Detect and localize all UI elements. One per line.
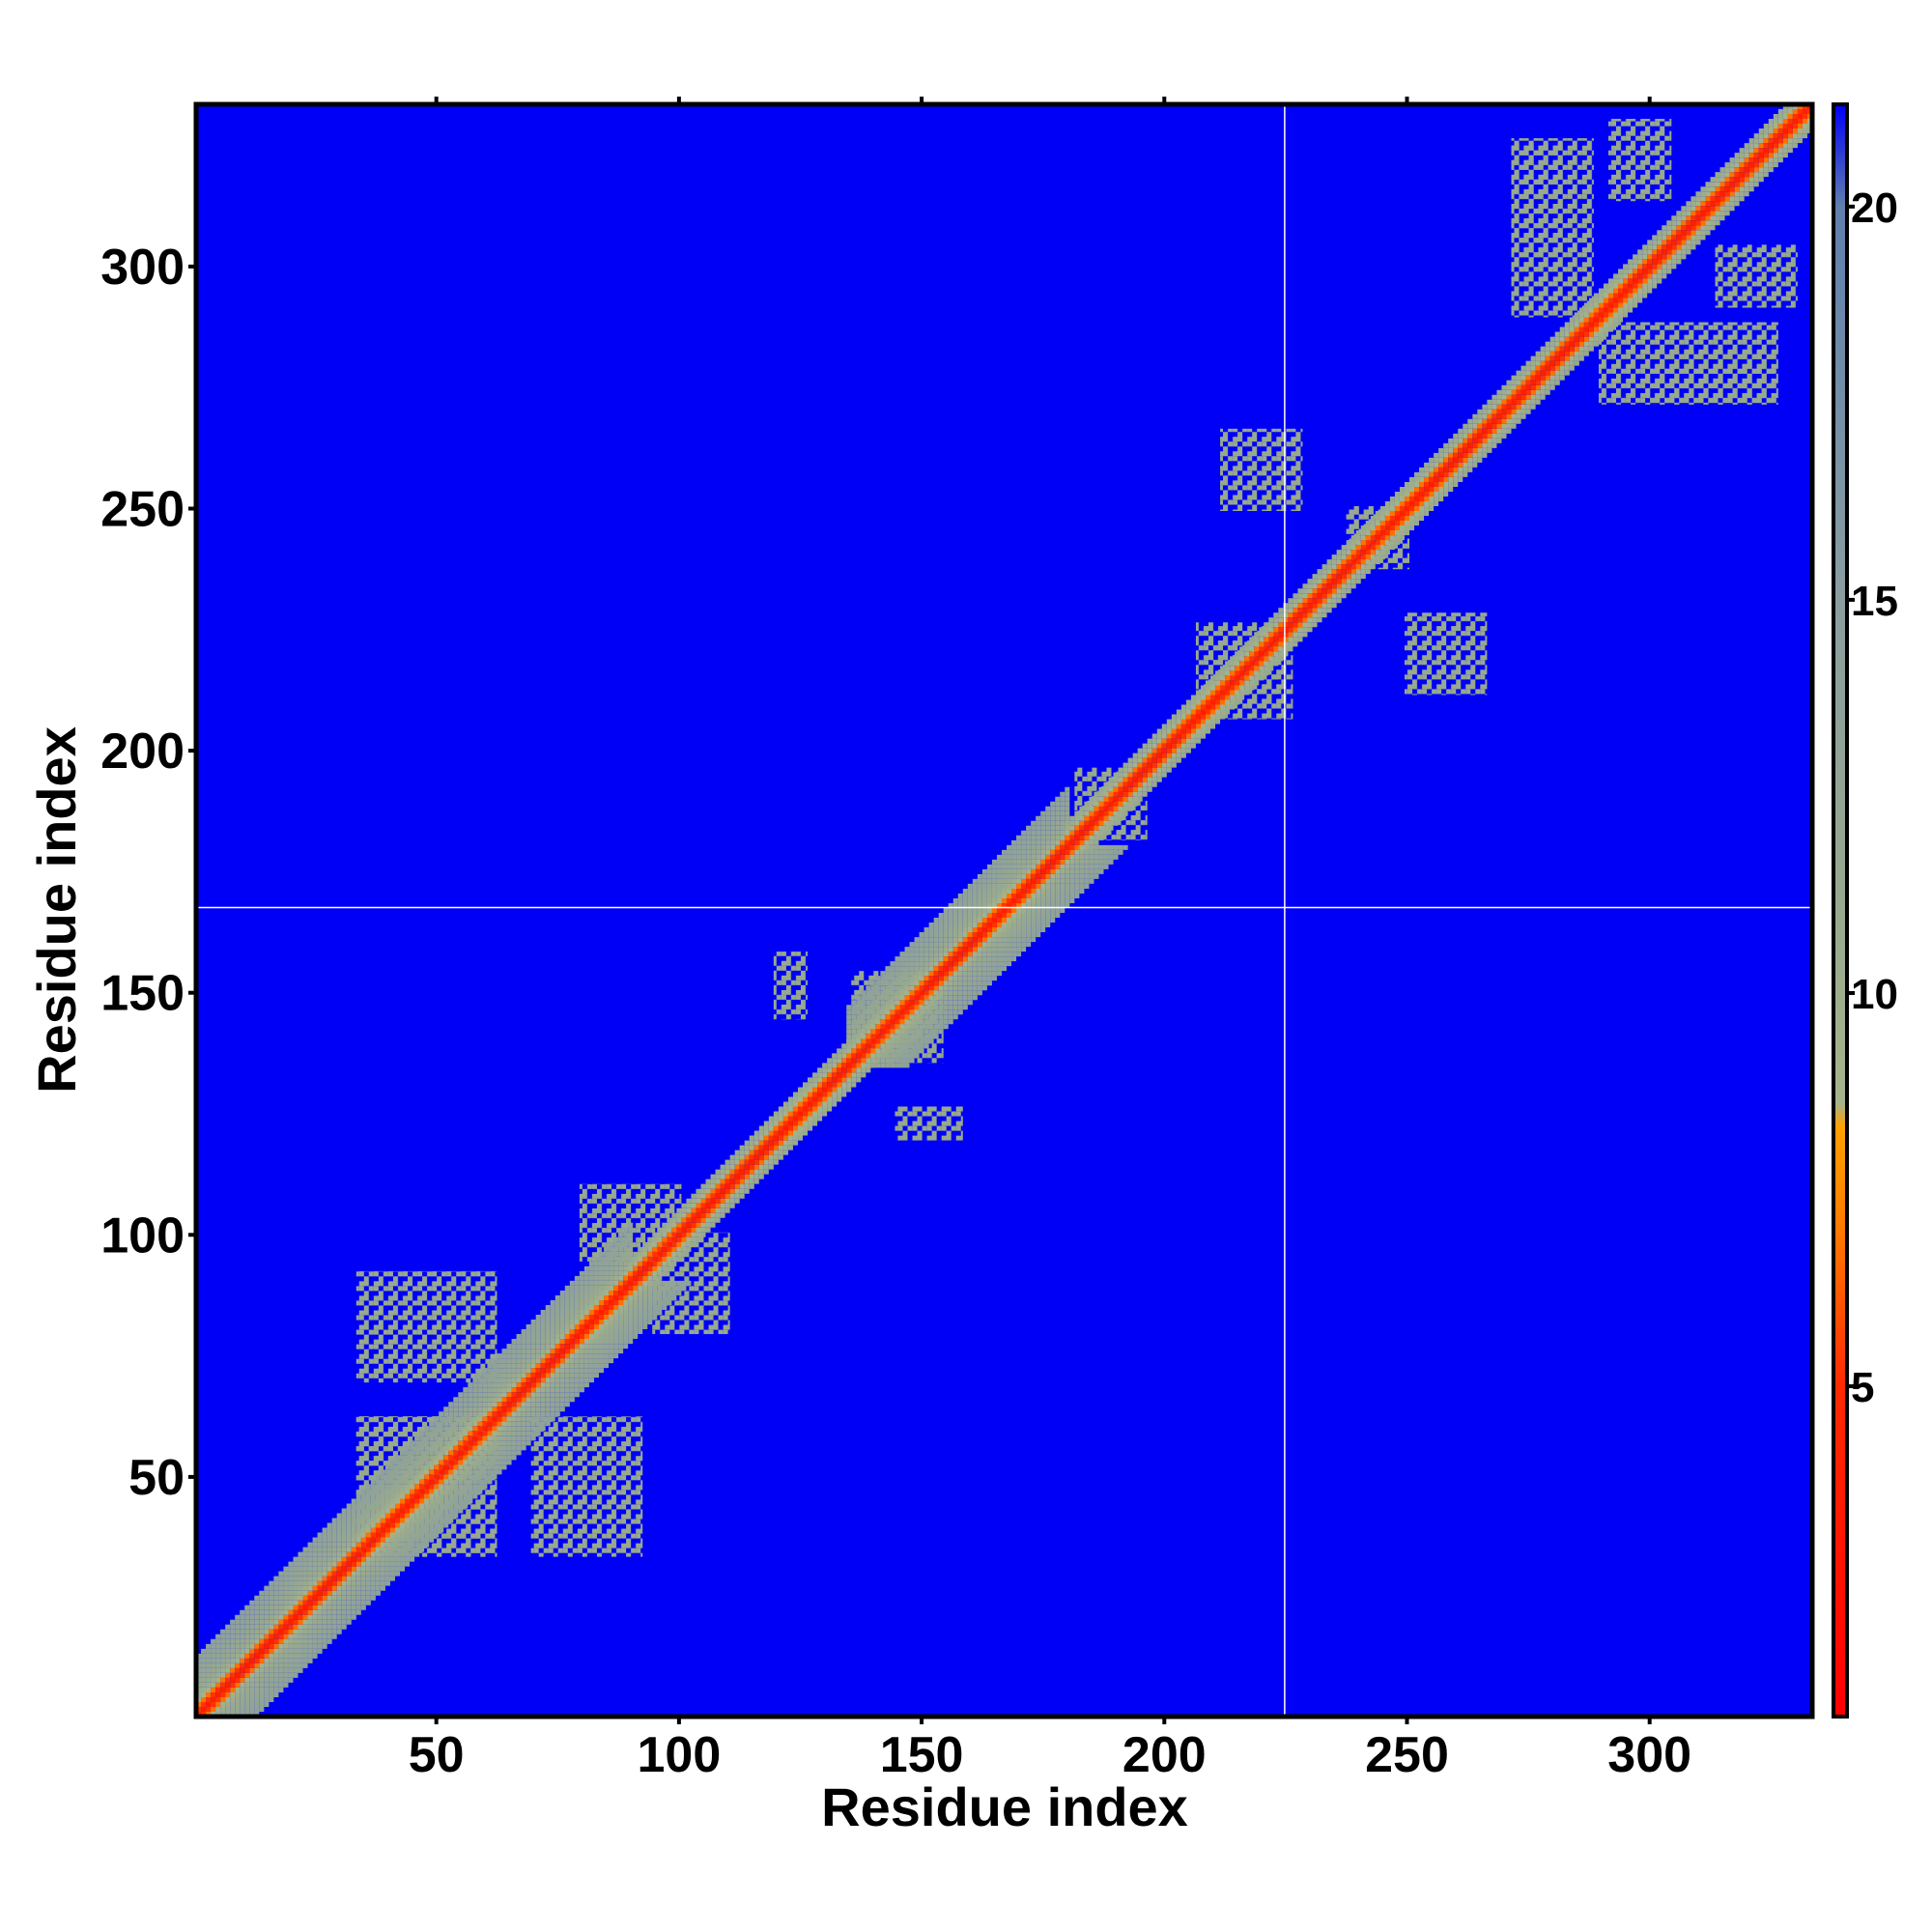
heatmap [196, 104, 1812, 1717]
y-axis-label: Residue index [26, 726, 87, 1094]
colorbar-tick-label: 10 [1851, 971, 1898, 1018]
diagonal-band [196, 1280, 634, 1717]
colorbar [1832, 102, 1849, 1719]
contact-patch [1220, 428, 1303, 512]
contact-patch [1607, 119, 1672, 202]
y-tick-label: 300 [100, 240, 185, 296]
x-tick-label: 50 [409, 1727, 465, 1783]
x-tick-label: 150 [880, 1727, 964, 1783]
x-tick-label: 100 [638, 1727, 722, 1783]
contact-patch [895, 1106, 963, 1141]
overlay: 50 100 150 200 250 300 50 100 150 200 250 300 5 10 15 2… [100, 97, 1898, 1783]
y-tick-label: 150 [100, 966, 185, 1022]
y-tick-label: 250 [100, 482, 185, 538]
contact-patch [773, 952, 809, 1020]
diagonal-band [846, 844, 1070, 1068]
contact-patch [530, 1416, 643, 1557]
x-tick-label: 300 [1607, 1727, 1691, 1783]
contact-patch [355, 1270, 497, 1383]
y-tick-label: 50 [128, 1450, 185, 1506]
x-axis-label: Residue index [821, 1776, 1188, 1837]
contact-patch [1404, 612, 1488, 696]
plot-frame [193, 101, 1815, 1719]
contact-patch [1715, 244, 1798, 308]
colorbar-tick-label: 20 [1851, 185, 1898, 232]
x-tick-label: 200 [1122, 1727, 1207, 1783]
x-tick-label: 250 [1365, 1727, 1449, 1783]
y-tick-label: 200 [100, 724, 185, 780]
contact-patch [1647, 351, 1774, 405]
contact-patch [1511, 143, 1565, 270]
diagonal-band [1065, 104, 1812, 850]
y-tick-label: 100 [100, 1208, 185, 1264]
colorbar-tick-label: 15 [1851, 578, 1898, 625]
colorbar-tick-label: 5 [1851, 1364, 1874, 1411]
diagonal-band [628, 1063, 852, 1286]
